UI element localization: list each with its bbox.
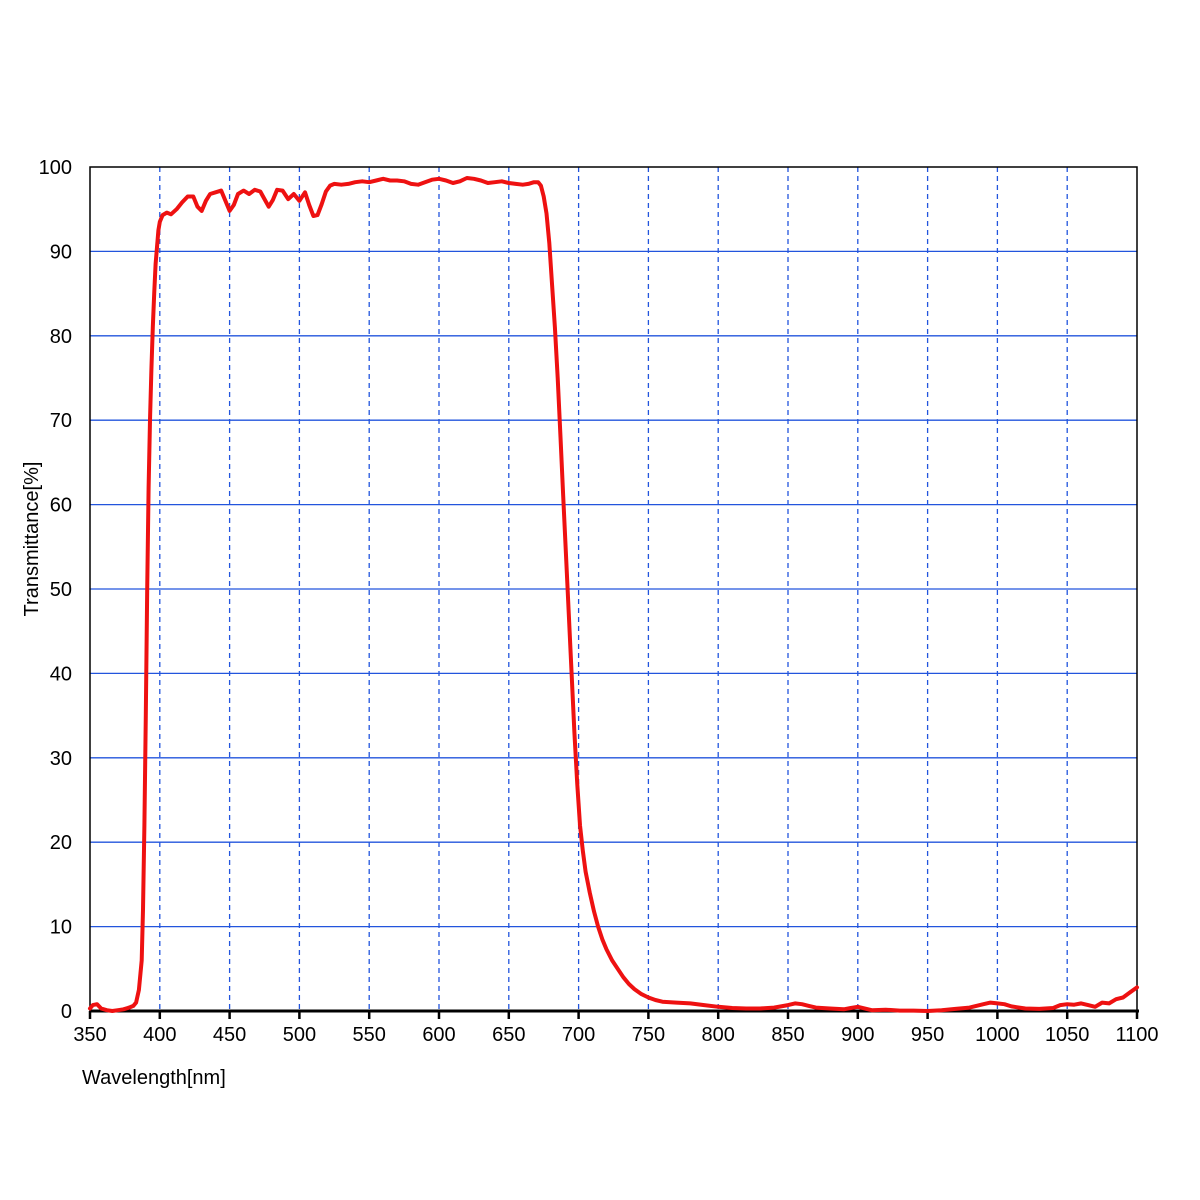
x-tick-label: 700 [562, 1024, 595, 1046]
y-tick-label: 60 [50, 495, 72, 517]
y-axis-label: Transmittance[%] [21, 462, 43, 617]
x-tick-label: 550 [353, 1024, 386, 1046]
series-layer [88, 176, 1139, 1013]
x-axis-ticks: 350 400 450 500 550 600 650 700 750 800 850 900 950 1… [73, 1011, 1159, 1046]
x-tick-label: 800 [702, 1024, 735, 1046]
y-tick-label: 90 [50, 241, 72, 263]
x-tick-label: 600 [422, 1024, 455, 1046]
x-tick-label: 500 [283, 1024, 316, 1046]
y-tick-label: 10 [50, 917, 72, 939]
x-axis-label: Wavelength[nm] [82, 1067, 226, 1089]
x-tick-label: 950 [911, 1024, 944, 1046]
y-tick-label: 50 [50, 579, 72, 601]
y-tick-label: 80 [50, 326, 72, 348]
y-tick-label: 100 [39, 157, 72, 179]
x-tick-label: 1050 [1045, 1024, 1090, 1046]
vertical-gridlines [159, 167, 1068, 1011]
x-tick-label: 1000 [975, 1024, 1020, 1046]
x-tick-label: 350 [73, 1024, 106, 1046]
x-tick-label: 650 [492, 1024, 525, 1046]
y-tick-label: 20 [50, 832, 72, 854]
x-tick-label: 900 [841, 1024, 874, 1046]
y-tick-label: 40 [50, 663, 72, 685]
x-tick-label: 1100 [1115, 1024, 1158, 1046]
y-tick-label: 0 [61, 1001, 72, 1023]
x-tick-label: 750 [632, 1024, 665, 1046]
y-axis-ticks: 0 10 20 30 40 50 60 70 80 90 100 [39, 157, 72, 1023]
horizontal-gridlines [90, 250, 1137, 928]
x-tick-label: 850 [771, 1024, 804, 1046]
y-tick-label: 70 [50, 410, 72, 432]
x-tick-label: 450 [213, 1024, 246, 1046]
y-tick-label: 30 [50, 748, 72, 770]
transmittance-series-line [88, 176, 1139, 1013]
x-tick-label: 400 [143, 1024, 176, 1046]
